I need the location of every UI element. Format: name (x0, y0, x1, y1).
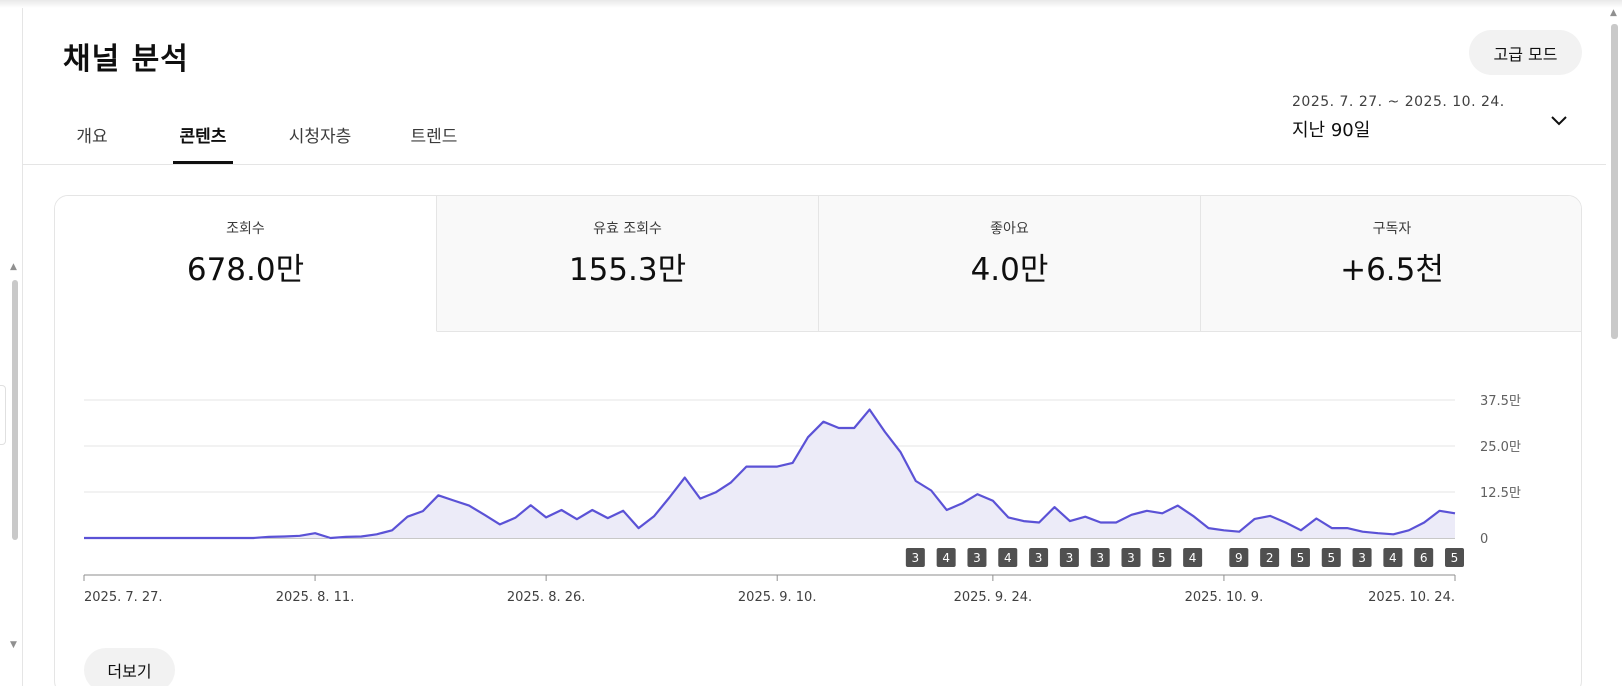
page-title: 채널 분석 (63, 42, 189, 77)
tab-divider (23, 164, 1606, 165)
metric-tab-subscribers[interactable]: 구독자 +6.5천 (1201, 196, 1581, 332)
metric-label: 좋아요 (990, 221, 1029, 237)
upload-marker-box[interactable] (1090, 548, 1110, 567)
views-chart: 0 12.5만 25.0만 37.5만 2025. 7. 27. 2025. 8. 11.… (83, 394, 1521, 605)
y-tick-label: 25.0만 (1480, 440, 1521, 455)
series-area (84, 409, 1455, 538)
metric-tab-engaged-views[interactable]: 유효 조회수 155.3만 (437, 196, 819, 332)
upload-marker[interactable]: 3 (905, 548, 925, 567)
x-tick-label: 2025. 8. 26. (507, 590, 586, 605)
sidebar-collapse-handle[interactable] (0, 385, 6, 445)
upload-marker[interactable]: 4 (1383, 548, 1403, 567)
upload-marker-count: 4 (1004, 551, 1012, 565)
x-tick-label: 2025. 7. 27. (84, 590, 163, 605)
upload-marker-count: 3 (1035, 551, 1043, 565)
upload-marker-count: 3 (912, 551, 920, 565)
upload-marker[interactable]: 3 (1059, 548, 1079, 567)
upload-marker-count: 5 (1451, 551, 1459, 565)
upload-marker-count: 3 (1358, 551, 1366, 565)
upload-marker-count: 3 (1127, 551, 1135, 565)
upload-marker-box[interactable] (1321, 548, 1341, 567)
upload-marker-box[interactable] (936, 548, 956, 567)
upload-marker-count: 2 (1266, 551, 1274, 565)
x-tick-label: 2025. 9. 10. (738, 590, 817, 605)
upload-marker[interactable]: 4 (998, 548, 1018, 567)
upload-marker-count: 4 (1389, 551, 1397, 565)
upload-marker-box[interactable] (1029, 548, 1049, 567)
upload-marker-box[interactable] (1229, 548, 1249, 567)
upload-marker-count: 3 (1096, 551, 1104, 565)
upload-marker[interactable]: 5 (1321, 548, 1341, 567)
upload-marker-count: 3 (1066, 551, 1074, 565)
left-scrollbar-thumb[interactable] (12, 280, 18, 540)
upload-marker[interactable]: 3 (1090, 548, 1110, 567)
upload-marker-box[interactable] (1290, 548, 1310, 567)
y-tick-label: 12.5만 (1480, 486, 1521, 501)
left-scroll-up-icon[interactable]: ▲ (10, 262, 17, 272)
x-tick-label: 2025. 10. 24. (1368, 590, 1455, 605)
upload-marker[interactable]: 3 (1121, 548, 1141, 567)
left-scroll-down-icon[interactable]: ▼ (10, 640, 17, 650)
upload-marker-box[interactable] (1414, 548, 1434, 567)
metric-label: 구독자 (1372, 221, 1412, 237)
date-range-text[interactable]: 2025. 7. 27. ~ 2025. 10. 24. (1292, 94, 1505, 110)
upload-marker-count: 5 (1327, 551, 1335, 565)
x-tick-label: 2025. 10. 9. (1185, 590, 1264, 605)
upload-marker-box[interactable] (1059, 548, 1079, 567)
page-scrollbar[interactable] (1606, 8, 1622, 686)
page-scroll-up-icon[interactable]: ▲ (1610, 8, 1617, 18)
upload-marker[interactable]: 3 (1029, 548, 1049, 567)
tab-audience[interactable]: 시청자층 (288, 127, 352, 147)
upload-marker[interactable]: 4 (936, 548, 956, 567)
top-bar-shadow (0, 0, 1622, 8)
chevron-down-icon[interactable] (1547, 108, 1571, 132)
upload-marker[interactable]: 3 (967, 548, 987, 567)
upload-marker-box[interactable] (1260, 548, 1280, 567)
series-line (84, 408, 1456, 540)
metric-value: 4.0만 (970, 252, 1049, 288)
upload-marker-box[interactable] (967, 548, 987, 567)
advanced-mode-button[interactable]: 고급 모드 (1469, 30, 1582, 75)
upload-marker-count: 6 (1420, 551, 1428, 565)
page-scrollbar-thumb[interactable] (1611, 24, 1618, 339)
upload-marker-count: 4 (942, 551, 950, 565)
metric-label: 조회수 (226, 221, 265, 237)
date-period-label[interactable]: 지난 90일 (1292, 120, 1371, 141)
upload-marker-count: 3 (973, 551, 981, 565)
upload-marker-count: 5 (1158, 551, 1166, 565)
upload-marker[interactable]: 6 (1414, 548, 1434, 567)
x-tick-label: 2025. 8. 11. (276, 590, 355, 605)
upload-marker-box[interactable] (1183, 548, 1203, 567)
upload-marker[interactable]: 9 (1229, 548, 1249, 567)
upload-marker-box[interactable] (1152, 548, 1172, 567)
upload-marker-count: 4 (1189, 551, 1197, 565)
upload-marker-box[interactable] (1121, 548, 1141, 567)
metric-label: 유효 조회수 (593, 221, 662, 237)
metric-tab-likes[interactable]: 좋아요 4.0만 (819, 196, 1201, 332)
upload-marker-count: 5 (1297, 551, 1305, 565)
metric-tab-views[interactable]: 조회수 678.0만 (55, 196, 437, 332)
x-tick-label: 2025. 9. 24. (954, 590, 1033, 605)
upload-marker[interactable]: 4 (1183, 548, 1203, 567)
tab-content[interactable]: 콘텐츠 (173, 110, 233, 164)
metric-value: 155.3만 (568, 252, 687, 288)
upload-marker-box[interactable] (905, 548, 925, 567)
upload-marker-count: 9 (1235, 551, 1243, 565)
upload-marker-box[interactable] (1352, 548, 1372, 567)
y-tick-label: 37.5만 (1480, 394, 1521, 409)
upload-marker-box[interactable] (1445, 548, 1464, 567)
upload-marker[interactable]: 5 (1152, 548, 1172, 567)
more-button[interactable]: 더보기 (84, 648, 175, 686)
metric-value: 678.0만 (186, 252, 305, 288)
upload-marker-box[interactable] (1383, 548, 1403, 567)
y-tick-label: 0 (1480, 532, 1488, 547)
metric-value: +6.5천 (1340, 252, 1444, 288)
tab-trends[interactable]: 트렌드 (410, 127, 458, 147)
upload-marker[interactable]: 3 (1352, 548, 1372, 567)
upload-marker[interactable]: 2 (1260, 548, 1280, 567)
upload-marker[interactable]: 5 (1445, 548, 1464, 567)
tab-overview[interactable]: 개요 (76, 127, 108, 147)
upload-marker-box[interactable] (998, 548, 1018, 567)
upload-marker[interactable]: 5 (1290, 548, 1310, 567)
